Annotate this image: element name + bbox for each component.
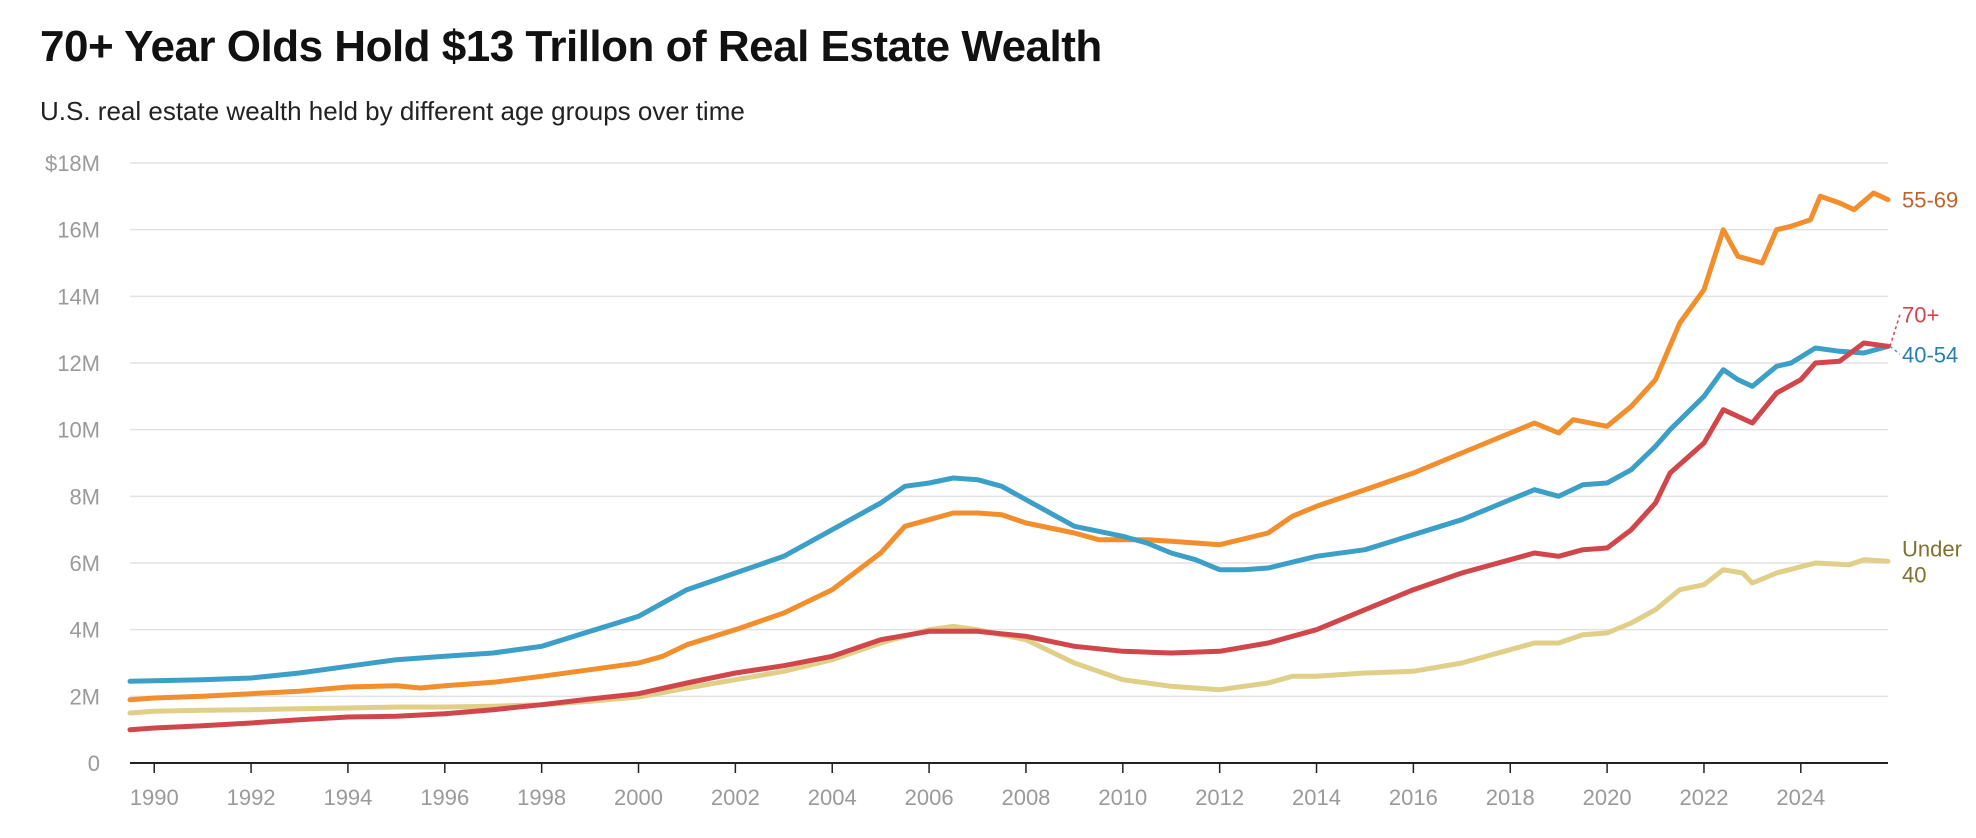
series-label-55-69: 55-69 (1902, 188, 1958, 213)
x-tick-label: 2010 (1098, 785, 1147, 810)
series-label-under-40: Under (1902, 536, 1962, 561)
y-tick-label: 2M (69, 684, 100, 709)
y-tick-label: 12M (57, 351, 100, 376)
series-line-70- (127, 340, 1891, 733)
y-tick-label: $18M (45, 151, 100, 176)
chart-subtitle: U.S. real estate wealth held by differen… (40, 96, 745, 126)
x-tick-label: 2024 (1776, 785, 1825, 810)
chart-title: 70+ Year Olds Hold $13 Trillon of Real E… (40, 22, 1102, 71)
x-tick-label: 2020 (1583, 785, 1632, 810)
x-tick-label: 2004 (808, 785, 857, 810)
y-tick-label: 4M (69, 618, 100, 643)
y-tick-label: 16M (57, 218, 100, 243)
x-tick-label: 2000 (614, 785, 663, 810)
label-leader (1889, 345, 1901, 355)
x-tick-label: 2008 (1001, 785, 1050, 810)
series-line-under-40 (127, 557, 1891, 716)
x-tick-label: 2018 (1486, 785, 1535, 810)
gridlines (130, 162, 1888, 698)
series-lines (127, 190, 1891, 733)
series-label-under-40: 40 (1902, 562, 1926, 587)
y-tick-label: 8M (69, 484, 100, 509)
axes: 0 2M 4M 6M 8M 10M 12M 14M 16M $18M 1990 1992 1994 199… (45, 151, 1888, 810)
x-tick-label: 2016 (1389, 785, 1438, 810)
x-tick-label: 1996 (420, 785, 469, 810)
x-tick-label: 1994 (323, 785, 372, 810)
x-tick-label: 2014 (1292, 785, 1341, 810)
x-tick-label: 2022 (1679, 785, 1728, 810)
series-line-40-54 (127, 343, 1891, 684)
x-tick-label: 2012 (1195, 785, 1244, 810)
series-label-70-: 70+ (1902, 302, 1939, 327)
label-leader (1889, 314, 1901, 347)
series-label-40-54: 40-54 (1902, 342, 1958, 367)
y-tick-label: 6M (69, 551, 100, 576)
x-tick-label: 1990 (130, 785, 179, 810)
x-tick-label: 2002 (711, 785, 760, 810)
series-line-55-69 (127, 190, 1891, 703)
x-tick-label: 1998 (517, 785, 566, 810)
y-tick-label: 14M (57, 284, 100, 309)
x-tick-label: 2006 (905, 785, 954, 810)
y-tick-label: 0 (88, 751, 100, 776)
x-tick-label: 1992 (227, 785, 276, 810)
y-tick-label: 10M (57, 418, 100, 443)
